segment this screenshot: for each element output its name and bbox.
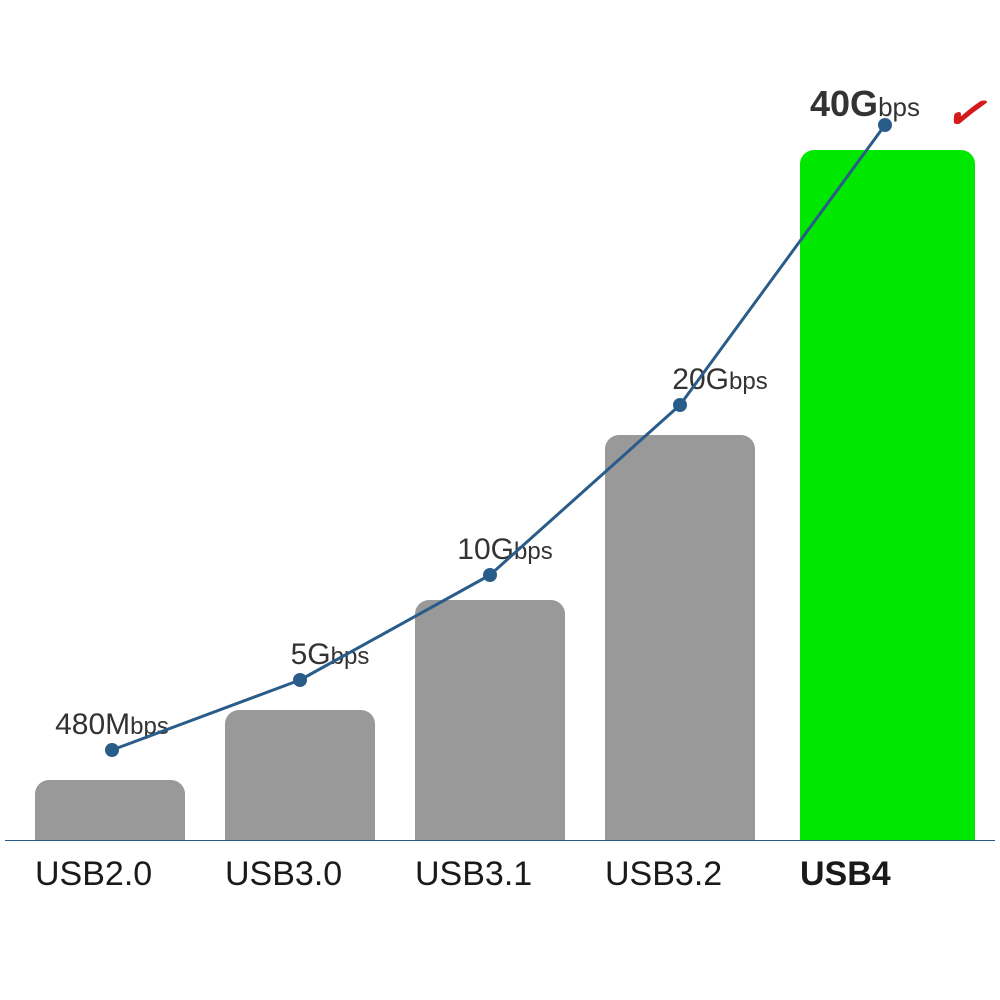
value-label: 480Mbps bbox=[32, 708, 192, 742]
line-marker bbox=[673, 398, 687, 412]
x-axis bbox=[5, 840, 995, 841]
bar-usb31 bbox=[415, 600, 565, 840]
category-label: USB2.0 bbox=[35, 855, 185, 894]
category-label: USB3.1 bbox=[415, 855, 565, 894]
bar-usb20 bbox=[35, 780, 185, 840]
bar-usb4 bbox=[800, 150, 975, 840]
line-marker bbox=[878, 118, 892, 132]
line-marker bbox=[483, 568, 497, 582]
bar-usb30 bbox=[225, 710, 375, 840]
checkmark-icon: ✓ bbox=[941, 82, 989, 143]
category-label: USB4 bbox=[800, 855, 975, 894]
value-label: 40Gbps bbox=[785, 83, 945, 125]
value-label: 5Gbps bbox=[250, 638, 410, 672]
category-label: USB3.2 bbox=[605, 855, 755, 894]
line-marker bbox=[293, 673, 307, 687]
bar-usb32 bbox=[605, 435, 755, 840]
value-label: 10Gbps bbox=[425, 533, 585, 567]
value-label: 20Gbps bbox=[640, 363, 800, 397]
usb-speed-chart: USB2.0 480Mbps USB3.0 5Gbps USB3.1 10Gbps USB3… bbox=[0, 0, 1000, 1000]
line-marker bbox=[105, 743, 119, 757]
category-label: USB3.0 bbox=[225, 855, 375, 894]
